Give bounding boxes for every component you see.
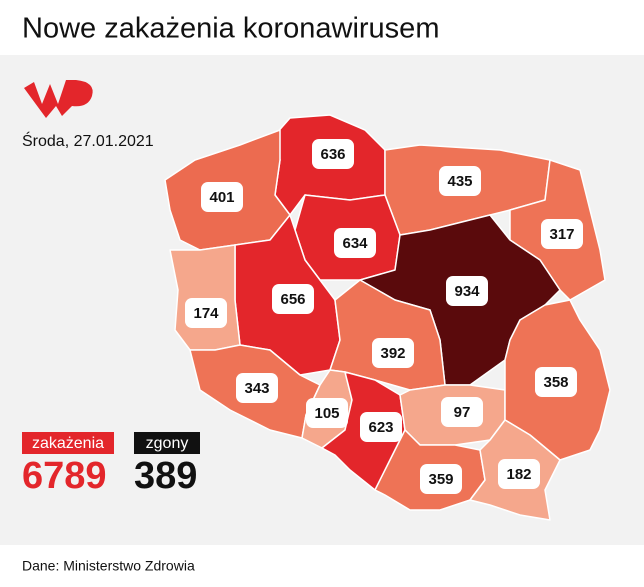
region-value: 934 bbox=[454, 283, 480, 300]
label-box bbox=[541, 219, 583, 249]
label-box bbox=[185, 298, 227, 328]
region-value: 359 bbox=[428, 471, 453, 488]
label-box bbox=[236, 373, 278, 403]
date: Środa, 27.01.2021 bbox=[22, 131, 154, 150]
region-value: 343 bbox=[244, 380, 269, 397]
cases-total: 6789 bbox=[22, 455, 107, 497]
label-box bbox=[360, 412, 402, 442]
region-value: 358 bbox=[543, 374, 568, 391]
deaths-total: 389 bbox=[134, 455, 197, 497]
region-value: 656 bbox=[280, 291, 305, 308]
region-value: 97 bbox=[454, 404, 471, 421]
source: Dane: Ministerstwo Zdrowia bbox=[22, 558, 195, 574]
label-box bbox=[535, 367, 577, 397]
region-value: 634 bbox=[342, 235, 368, 252]
logo bbox=[24, 80, 93, 118]
label-box bbox=[372, 338, 414, 368]
label-box bbox=[272, 284, 314, 314]
region-value: 182 bbox=[506, 466, 531, 483]
label-box bbox=[420, 464, 462, 494]
cases-badge bbox=[22, 432, 114, 454]
region bbox=[169, 244, 241, 351]
deaths-badge bbox=[134, 432, 200, 454]
label-box bbox=[334, 228, 376, 258]
label-box bbox=[446, 276, 488, 306]
region-value: 623 bbox=[368, 419, 393, 436]
label-box bbox=[441, 397, 483, 427]
label-box bbox=[312, 139, 354, 169]
region-value: 317 bbox=[549, 226, 574, 243]
region-value: 174 bbox=[193, 305, 219, 322]
region-value: 435 bbox=[447, 173, 472, 190]
cases-label: zakażenia bbox=[32, 435, 104, 452]
region-value: 636 bbox=[320, 146, 345, 163]
label-box bbox=[201, 182, 243, 212]
region-value: 392 bbox=[380, 345, 405, 362]
label-box bbox=[439, 166, 481, 196]
label-box bbox=[498, 459, 540, 489]
region-labels: 636 401 435 317 634 656 174 934 392 343 105 623 97 35… bbox=[185, 139, 583, 494]
region-value: 401 bbox=[209, 189, 234, 206]
deaths-label: zgony bbox=[146, 435, 189, 452]
label-box bbox=[306, 398, 348, 428]
region-value: 105 bbox=[314, 405, 339, 422]
title: Nowe zakażenia koronawirusem bbox=[22, 13, 439, 45]
